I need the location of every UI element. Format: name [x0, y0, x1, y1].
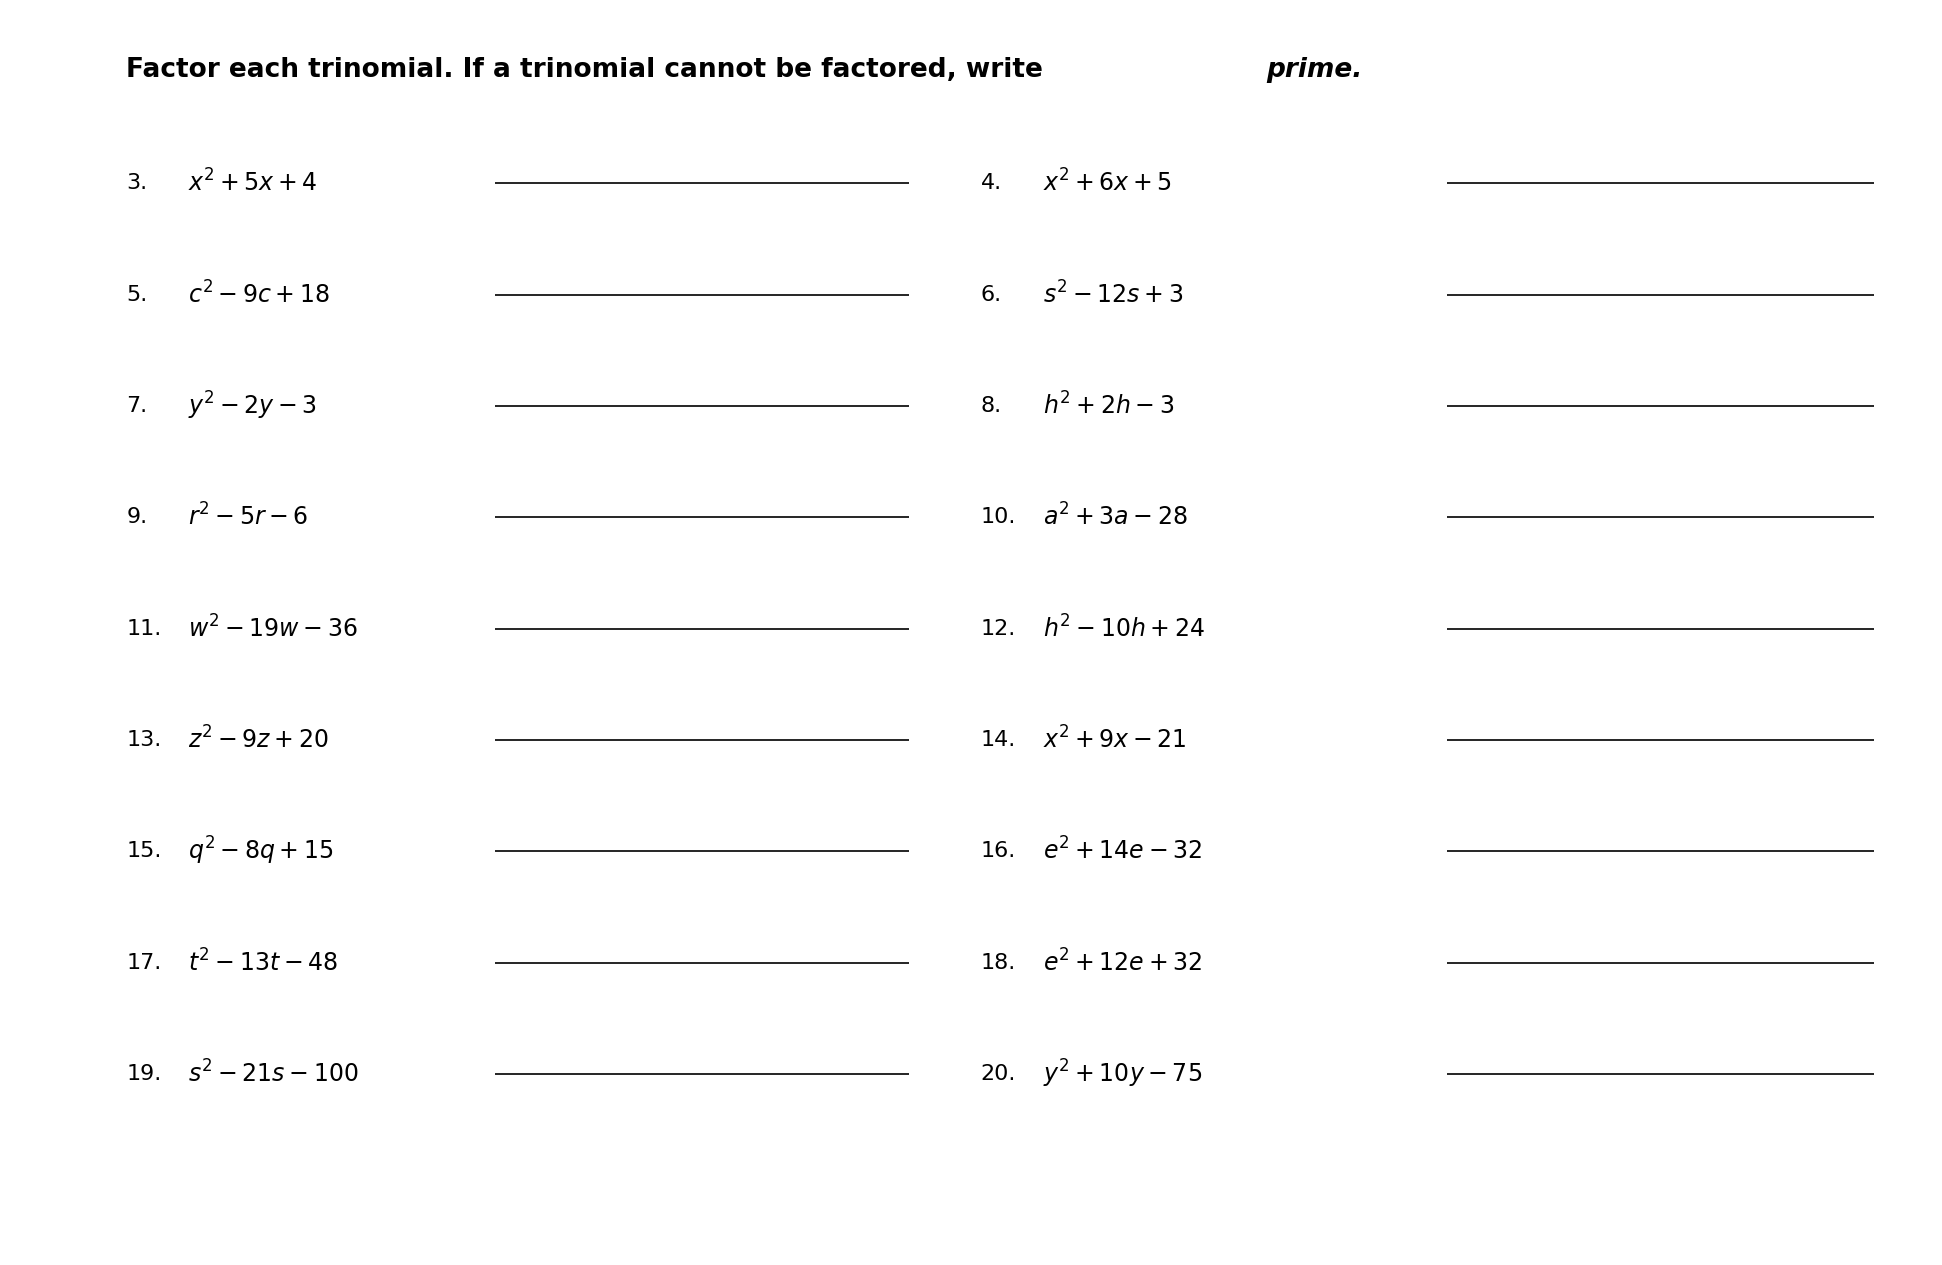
- Text: 3.: 3.: [126, 173, 148, 194]
- Text: $x^2 + 9x - 21$: $x^2 + 9x - 21$: [1043, 726, 1187, 754]
- Text: 9.: 9.: [126, 507, 148, 528]
- Text: 16.: 16.: [981, 841, 1016, 861]
- Text: $z^2 - 9z + 20$: $z^2 - 9z + 20$: [188, 726, 328, 754]
- Text: $q^2 - 8q + 15$: $q^2 - 8q + 15$: [188, 835, 334, 868]
- Text: $s^2 - 21s - 100$: $s^2 - 21s - 100$: [188, 1060, 359, 1088]
- Text: 10.: 10.: [981, 507, 1016, 528]
- Text: 6.: 6.: [981, 285, 1002, 305]
- Text: $h^2 - 10h + 24$: $h^2 - 10h + 24$: [1043, 615, 1204, 643]
- Text: 13.: 13.: [126, 730, 161, 750]
- Text: 19.: 19.: [126, 1064, 161, 1084]
- Text: 5.: 5.: [126, 285, 148, 305]
- Text: 20.: 20.: [981, 1064, 1016, 1084]
- Text: $t^2 - 13t - 48$: $t^2 - 13t - 48$: [188, 949, 338, 977]
- Text: 4.: 4.: [981, 173, 1002, 194]
- Text: $r^2 - 5r - 6$: $r^2 - 5r - 6$: [188, 503, 309, 531]
- Text: 15.: 15.: [126, 841, 161, 861]
- Text: $h^2 + 2h - 3$: $h^2 + 2h - 3$: [1043, 392, 1175, 420]
- Text: $w^2 - 19w - 36$: $w^2 - 19w - 36$: [188, 615, 357, 643]
- Text: $y^2 - 2y - 3$: $y^2 - 2y - 3$: [188, 390, 317, 423]
- Text: prime.: prime.: [1266, 57, 1363, 82]
- Text: 12.: 12.: [981, 619, 1016, 639]
- Text: 18.: 18.: [981, 953, 1016, 973]
- Text: $x^2 + 6x + 5$: $x^2 + 6x + 5$: [1043, 170, 1171, 197]
- Text: 17.: 17.: [126, 953, 161, 973]
- Text: 8.: 8.: [981, 396, 1002, 416]
- Text: $x^2 + 5x + 4$: $x^2 + 5x + 4$: [188, 170, 318, 197]
- Text: $a^2 + 3a - 28$: $a^2 + 3a - 28$: [1043, 503, 1189, 531]
- Text: 7.: 7.: [126, 396, 148, 416]
- Text: 11.: 11.: [126, 619, 161, 639]
- Text: $e^2 + 12e + 32$: $e^2 + 12e + 32$: [1043, 949, 1202, 977]
- Text: $y^2 + 10y - 75$: $y^2 + 10y - 75$: [1043, 1058, 1202, 1090]
- Text: Factor each trinomial. If a trinomial cannot be factored, write: Factor each trinomial. If a trinomial ca…: [126, 57, 1053, 82]
- Text: $s^2 - 12s + 3$: $s^2 - 12s + 3$: [1043, 281, 1183, 309]
- Text: $e^2 + 14e - 32$: $e^2 + 14e - 32$: [1043, 837, 1202, 865]
- Text: 14.: 14.: [981, 730, 1016, 750]
- Text: $c^2 - 9c + 18$: $c^2 - 9c + 18$: [188, 281, 330, 309]
